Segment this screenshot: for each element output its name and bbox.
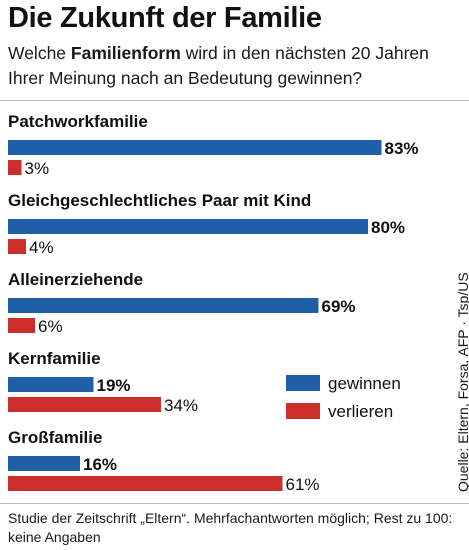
category-label: Kernfamilie bbox=[8, 349, 101, 368]
subtitle-text-start: Welche bbox=[8, 43, 71, 63]
bottom-divider bbox=[0, 503, 469, 504]
data-label-gewinnen: 83% bbox=[385, 139, 419, 158]
bar-gewinnen bbox=[8, 298, 319, 313]
legend-swatch-gewinnen bbox=[286, 375, 320, 391]
subtitle-text-end: wird in den nächsten 20 Jahren Ihrer Mei… bbox=[8, 43, 429, 88]
data-label-verlieren: 3% bbox=[25, 159, 50, 178]
bar-gewinnen bbox=[8, 377, 94, 392]
chart-subtitle: Welche Familienform wird in den nächsten… bbox=[8, 41, 463, 91]
bar-verlieren bbox=[8, 318, 35, 333]
legend-label-verlieren: verlieren bbox=[328, 402, 393, 421]
footnote: Studie der Zeitschrift „Eltern“. Mehrfac… bbox=[8, 510, 453, 545]
category-label: Patchworkfamilie bbox=[8, 112, 148, 131]
data-label-verlieren: 6% bbox=[38, 317, 63, 336]
data-label-gewinnen: 19% bbox=[97, 376, 131, 395]
data-label-gewinnen: 69% bbox=[322, 297, 356, 316]
legend-label-gewinnen: gewinnen bbox=[328, 374, 401, 393]
chart-title: Die Zukunft der Familie bbox=[8, 2, 322, 34]
legend-swatch-verlieren bbox=[286, 403, 320, 419]
category-label: Großfamilie bbox=[8, 428, 102, 447]
category-label: Gleichgeschlechtliches Paar mit Kind bbox=[8, 191, 311, 210]
data-label-verlieren: 34% bbox=[164, 396, 198, 415]
data-label-verlieren: 4% bbox=[29, 238, 54, 257]
top-divider bbox=[0, 100, 469, 101]
bar-verlieren bbox=[8, 239, 26, 254]
category-label: Alleinerziehende bbox=[8, 270, 143, 289]
source-credit: Quelle: Eltern, Forsa, AFP · Tsp/US bbox=[455, 272, 469, 492]
bar-gewinnen bbox=[8, 140, 382, 155]
bar-gewinnen bbox=[8, 456, 80, 471]
bar-gewinnen bbox=[8, 219, 368, 234]
bar-verlieren bbox=[8, 160, 22, 175]
bar-verlieren bbox=[8, 397, 161, 412]
data-label-gewinnen: 80% bbox=[371, 218, 405, 237]
data-label-verlieren: 61% bbox=[286, 475, 320, 494]
subtitle-text-bold: Familienform bbox=[70, 43, 181, 63]
bar-verlieren bbox=[8, 476, 283, 491]
data-label-gewinnen: 16% bbox=[83, 455, 117, 474]
